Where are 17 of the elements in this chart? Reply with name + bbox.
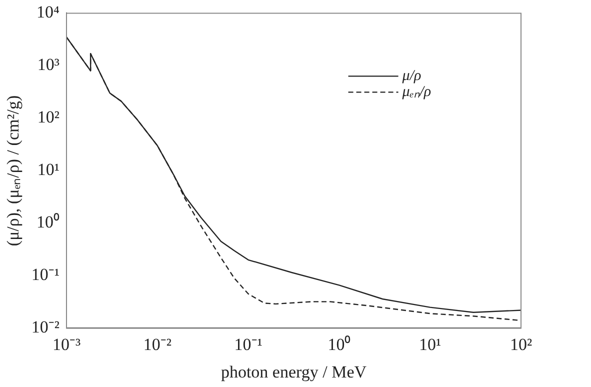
- y-tick-label: 10⁰: [36, 212, 60, 232]
- x-tick-label: 10¹: [419, 334, 442, 354]
- x-tick-label: 10⁻²: [143, 334, 172, 354]
- y-tick-label: 10¹: [37, 160, 60, 180]
- y-tick-label: 10²: [37, 108, 60, 127]
- y-tick-label: 10⁻¹: [31, 265, 60, 284]
- y-tick-label: 10⁻²: [31, 318, 60, 337]
- y-tick-label: 10³: [37, 55, 60, 74]
- x-tick-label: 10²: [510, 334, 532, 354]
- y-axis-title: (μ/ρ), (μₑₙ/ρ) / (cm²/g): [4, 95, 23, 246]
- x-tick-label: 10⁻¹: [234, 334, 262, 354]
- legend-label: μₑₙ/ρ: [401, 84, 432, 100]
- x-tick-label: 10⁰: [328, 334, 351, 354]
- x-tick-label: 10⁻³: [52, 334, 81, 354]
- x-axis-title: photon energy / MeV: [220, 362, 368, 382]
- legend-label: μ/ρ: [401, 68, 422, 84]
- y-tick-label: 10⁴: [36, 2, 60, 22]
